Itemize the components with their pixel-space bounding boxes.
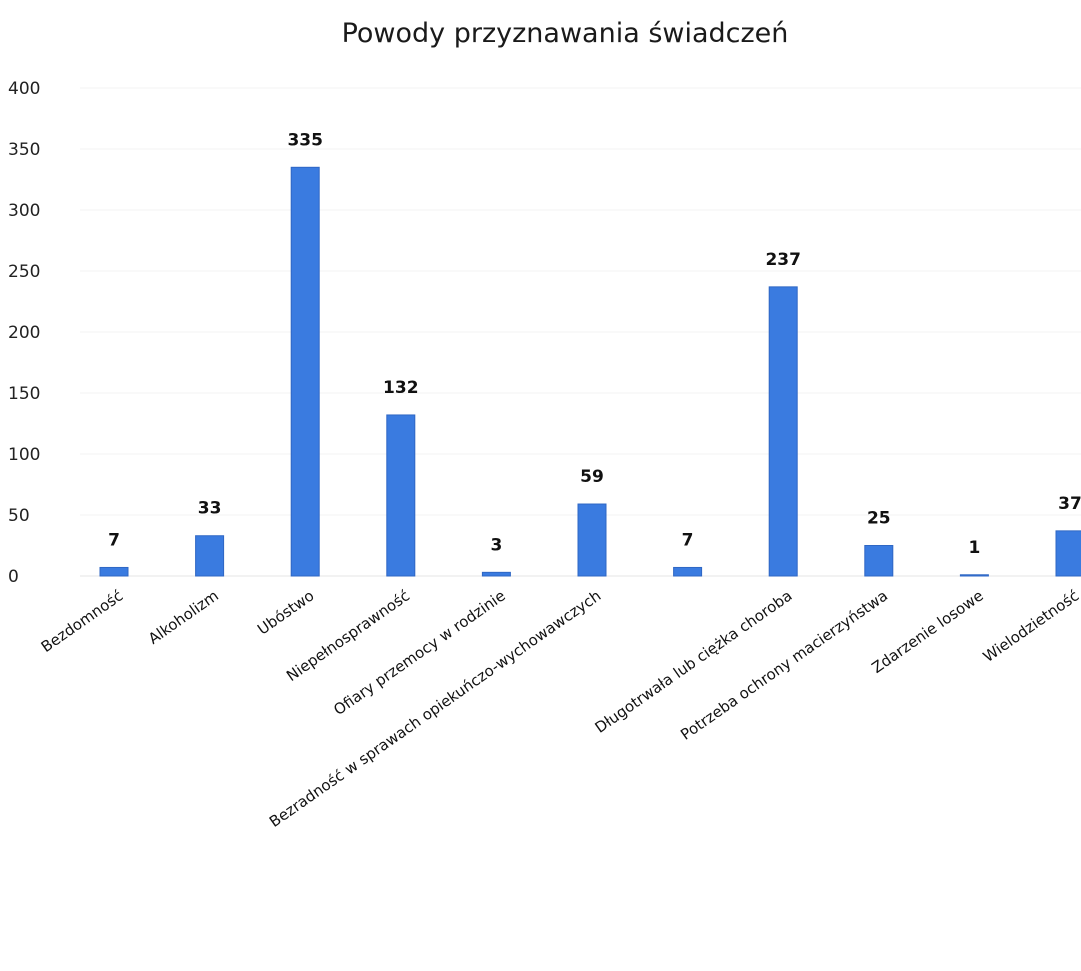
x-tick-label: Bezradność w sprawach opiekuńczo-wychowa… xyxy=(266,587,604,831)
bar xyxy=(99,566,129,577)
data-label: 37 xyxy=(1058,494,1081,514)
bar xyxy=(673,566,703,577)
x-tick-label: Ofiary przemocy w rodzinie xyxy=(330,587,508,719)
y-tick-label: 350 xyxy=(8,140,40,160)
data-label: 132 xyxy=(383,378,419,398)
bar xyxy=(864,545,894,577)
y-tick-label: 100 xyxy=(8,445,40,465)
y-tick-label: 0 xyxy=(8,567,19,587)
y-tick-label: 300 xyxy=(8,201,40,221)
bars xyxy=(99,166,1081,577)
bar xyxy=(959,574,989,577)
bar xyxy=(1055,530,1081,577)
data-label: 59 xyxy=(580,467,604,487)
data-label: 25 xyxy=(867,509,891,529)
bar xyxy=(768,286,798,577)
x-tick-label: Bezdomność xyxy=(38,587,127,656)
bar xyxy=(386,414,416,577)
data-label: 335 xyxy=(287,130,323,150)
data-label: 7 xyxy=(682,530,694,550)
x-axis-ticks: Bezdomność Alkoholizm UbóstwoNiepełnospraw… xyxy=(38,587,1081,831)
y-tick-label: 150 xyxy=(8,384,40,404)
data-labels: 7 33 335 132 3 59 7 237 25 1 37 xyxy=(108,130,1081,557)
x-tick-label: Wielodzietność xyxy=(980,587,1081,666)
bar xyxy=(577,503,607,577)
x-tick-label: Alkoholizm xyxy=(145,587,222,648)
bar xyxy=(290,166,320,577)
x-tick-label: Ubóstwo xyxy=(254,587,317,639)
y-tick-label: 200 xyxy=(8,323,40,343)
data-label: 7 xyxy=(108,530,120,550)
gridlines xyxy=(80,87,1081,516)
y-tick-label: 400 xyxy=(8,79,40,99)
bar xyxy=(481,571,511,577)
chart-title: Powody przyznawania świadczeń xyxy=(342,18,789,49)
x-tick-label: Potrzeba ochrony macierzyństwa xyxy=(677,587,891,744)
data-label: 1 xyxy=(968,538,980,558)
x-tick-label: Długotrwała lub ciężka choroba xyxy=(592,587,796,737)
y-tick-label: 250 xyxy=(8,262,40,282)
data-label: 237 xyxy=(765,250,801,270)
bar xyxy=(195,535,225,577)
y-axis-ticks: 0 50 100 150 200 250 300 350 400 xyxy=(8,79,40,587)
data-label: 3 xyxy=(490,535,502,555)
data-label: 33 xyxy=(198,499,222,519)
y-tick-label: 50 xyxy=(8,506,30,526)
